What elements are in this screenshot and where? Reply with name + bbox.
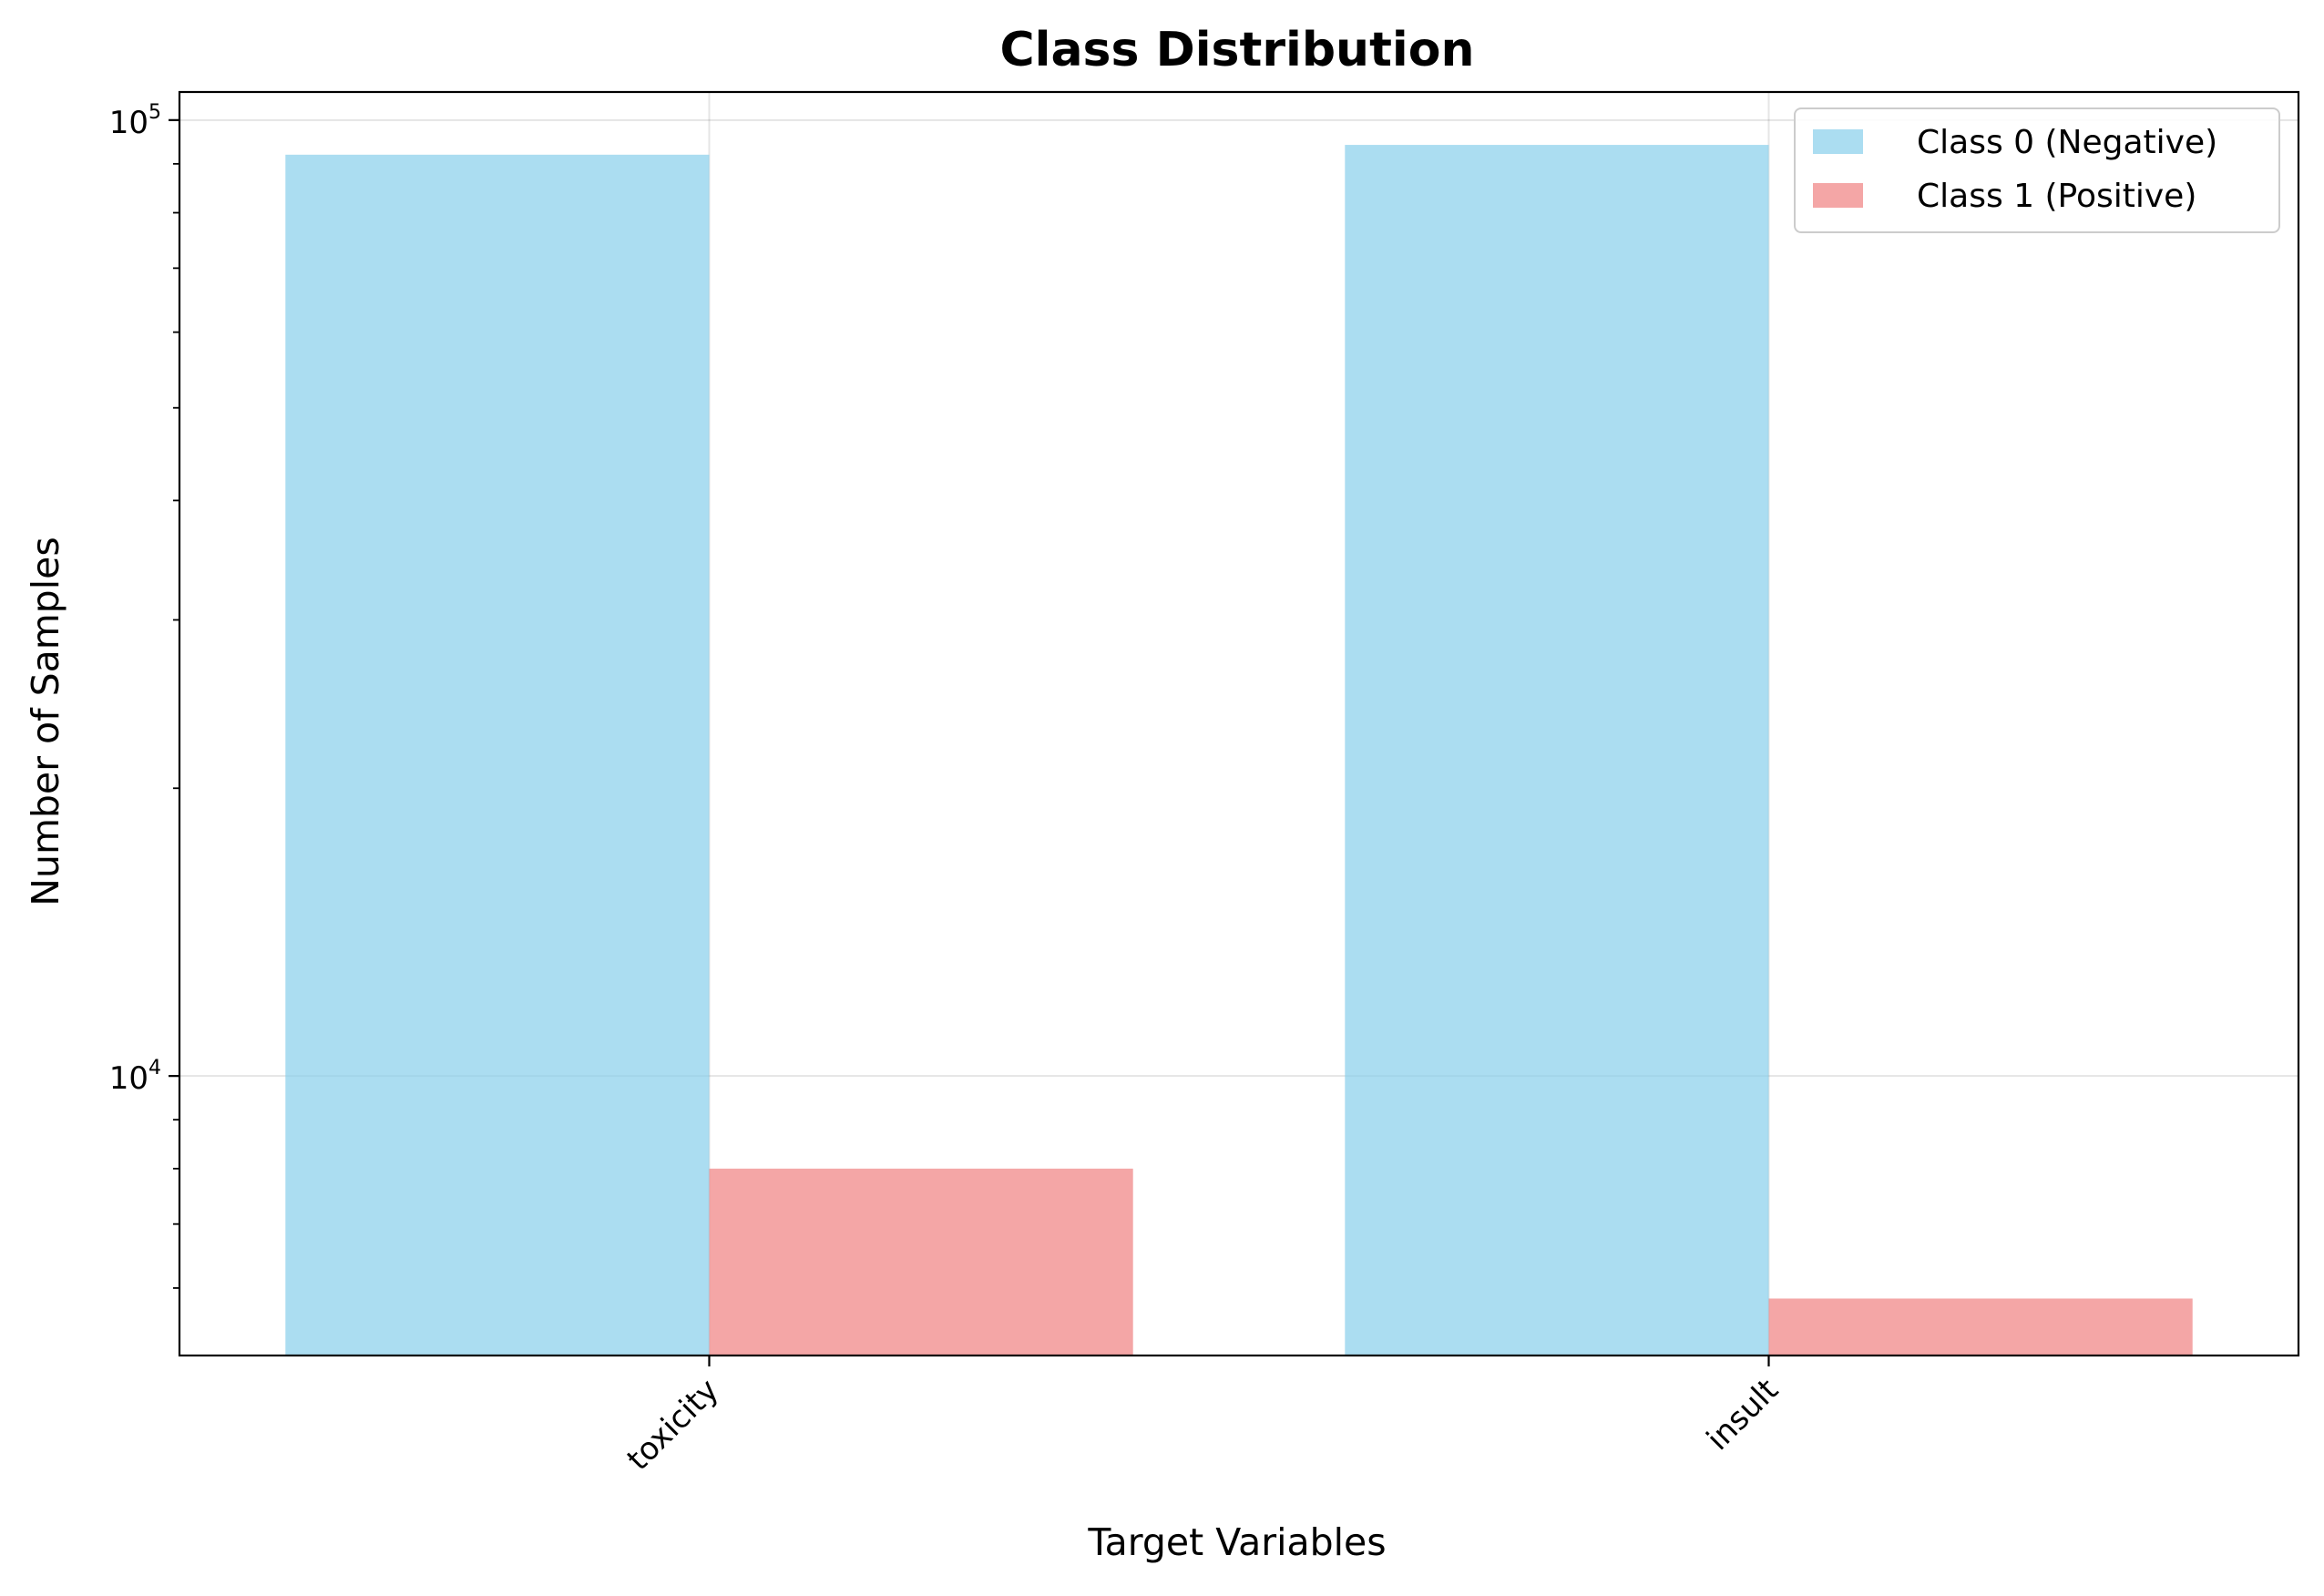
legend-box xyxy=(1794,107,2280,233)
y-tick-label: 105 xyxy=(109,101,161,141)
y-tick-exponent: 5 xyxy=(148,101,161,124)
y-axis-label: Number of Samples xyxy=(24,537,67,905)
chart-title: Class Distribution xyxy=(999,23,1474,77)
y-tick-exponent: 4 xyxy=(148,1057,161,1079)
legend-swatch-class-1 xyxy=(1813,183,1863,208)
legend-label-class-1: Class 1 (Positive) xyxy=(1917,178,2196,215)
legend: Class 0 (Negative) Class 1 (Positive) xyxy=(1794,107,2280,233)
legend-swatch-class-0 xyxy=(1813,129,1863,154)
bars xyxy=(285,145,2193,1356)
bar-class-1-toxicity xyxy=(709,1168,1133,1356)
plot-frame xyxy=(178,90,2300,1357)
legend-label-class-0: Class 0 (Negative) xyxy=(1917,124,2217,161)
bar-class-0-toxicity xyxy=(285,154,710,1356)
bar-class-1-insult xyxy=(1768,1298,2193,1356)
bar-class-0-insult xyxy=(1345,145,1769,1356)
x-axis-label: Target Variables xyxy=(1087,1520,1386,1564)
